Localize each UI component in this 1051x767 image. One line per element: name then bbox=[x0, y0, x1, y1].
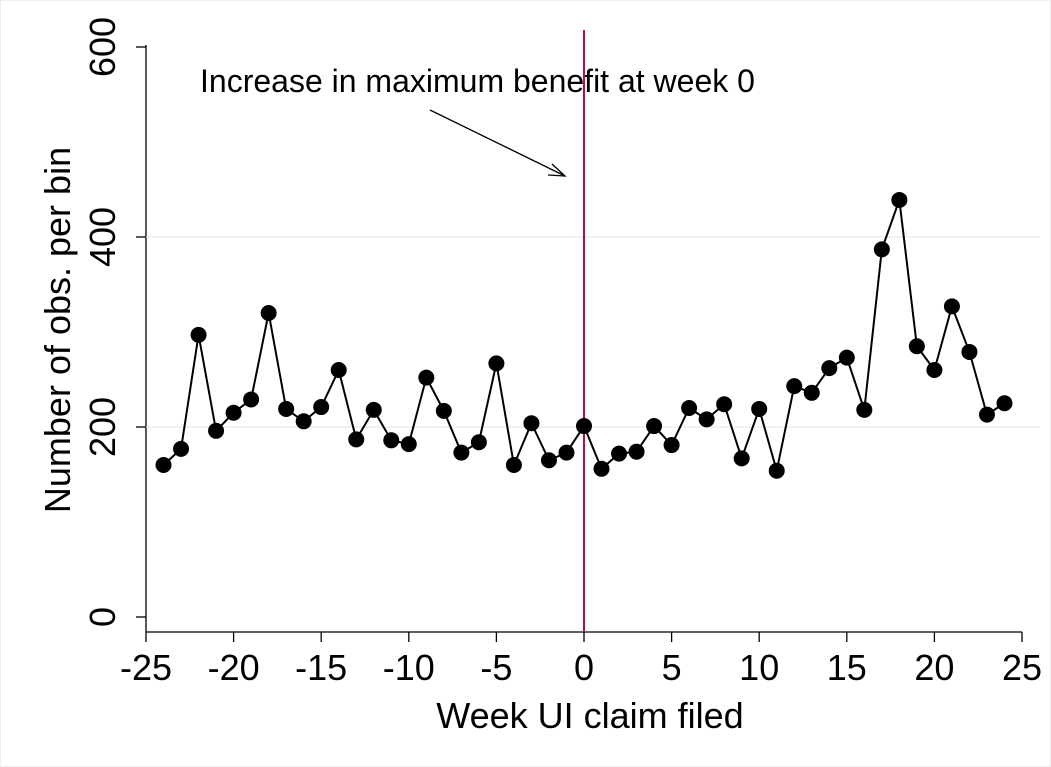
marker bbox=[278, 400, 295, 417]
x-tick-label: 0 bbox=[574, 647, 594, 688]
marker bbox=[470, 434, 487, 451]
marker bbox=[646, 418, 663, 435]
marker bbox=[733, 450, 750, 467]
marker bbox=[908, 338, 925, 355]
marker bbox=[943, 298, 960, 315]
y-tick-label: 400 bbox=[82, 207, 123, 267]
marker bbox=[786, 378, 803, 395]
marker bbox=[593, 460, 610, 477]
marker bbox=[751, 400, 768, 417]
marker bbox=[348, 431, 365, 448]
marker bbox=[190, 326, 207, 343]
x-tick-label: 25 bbox=[1002, 647, 1042, 688]
marker bbox=[821, 360, 838, 377]
marker bbox=[698, 411, 715, 428]
marker bbox=[540, 452, 557, 469]
marker bbox=[996, 395, 1013, 412]
y-axis-label: Number of obs. per bin bbox=[37, 147, 78, 513]
arrow bbox=[429, 109, 566, 177]
marker bbox=[505, 457, 522, 473]
marker bbox=[418, 369, 435, 386]
x-tick-label: -10 bbox=[383, 647, 435, 688]
marker bbox=[803, 384, 820, 401]
marker bbox=[628, 443, 645, 460]
marker bbox=[961, 343, 978, 360]
y-tick-label: 600 bbox=[82, 17, 123, 77]
x-tick-label: -15 bbox=[295, 647, 347, 688]
marker bbox=[208, 422, 225, 439]
marker bbox=[873, 241, 890, 258]
marker bbox=[243, 391, 260, 408]
marker bbox=[435, 402, 452, 419]
marker bbox=[400, 436, 417, 453]
x-tick-label: 10 bbox=[739, 647, 779, 688]
x-axis-label: Week UI claim filed bbox=[436, 695, 743, 736]
x-tick-label: 15 bbox=[827, 647, 867, 688]
marker bbox=[313, 399, 330, 416]
marker bbox=[558, 444, 575, 461]
y-tick-label: 200 bbox=[82, 397, 123, 457]
marker bbox=[330, 362, 347, 378]
marker bbox=[891, 191, 908, 208]
x-tick-label: 5 bbox=[662, 647, 682, 688]
marker bbox=[576, 418, 592, 435]
marker bbox=[295, 413, 312, 430]
annotation: Increase in maximum benefit at week 0 bbox=[200, 63, 755, 99]
y-tick-label: 0 bbox=[82, 607, 123, 627]
marker bbox=[611, 445, 628, 462]
arrow-head bbox=[547, 163, 567, 177]
marker bbox=[978, 406, 995, 423]
marker bbox=[523, 415, 540, 432]
marker bbox=[838, 349, 855, 366]
marker bbox=[681, 400, 698, 416]
marker bbox=[453, 444, 470, 461]
marker bbox=[663, 437, 680, 454]
marker bbox=[488, 355, 505, 372]
marker bbox=[716, 396, 733, 413]
x-tick-label: 20 bbox=[914, 647, 954, 688]
marker bbox=[383, 432, 400, 449]
x-tick-label: -25 bbox=[120, 647, 172, 688]
marker bbox=[155, 457, 172, 473]
marker bbox=[856, 401, 873, 418]
x-tick-label: -20 bbox=[208, 647, 260, 688]
marker bbox=[768, 462, 785, 479]
marker bbox=[225, 404, 242, 421]
marker bbox=[365, 401, 382, 418]
x-tick-label: -5 bbox=[480, 647, 512, 688]
marker bbox=[173, 440, 190, 457]
marker bbox=[926, 362, 943, 378]
marker bbox=[260, 305, 277, 321]
